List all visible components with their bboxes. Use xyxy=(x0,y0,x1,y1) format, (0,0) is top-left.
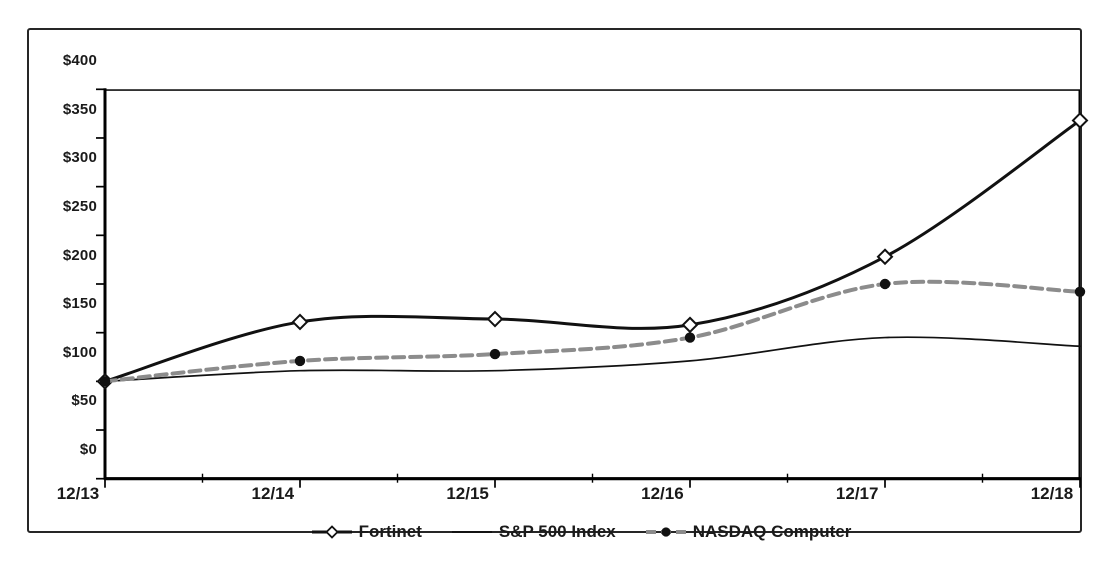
nasdaq-computer-marker xyxy=(294,355,306,367)
legend-item-fortinet: Fortinet xyxy=(311,522,422,542)
y-tick-label: $100 xyxy=(62,343,97,361)
y-tick-label: $50 xyxy=(71,392,97,410)
x-tick-label: 12/18 xyxy=(1030,484,1074,503)
nasdaq-computer-marker xyxy=(684,332,696,343)
y-tick-label: $300 xyxy=(62,149,97,167)
y-tick-label: $250 xyxy=(62,197,97,215)
s-p-500-index-line xyxy=(104,336,1081,383)
x-tick-label: 12/16 xyxy=(641,484,684,503)
legend-label-nasdaq: NASDAQ Computer xyxy=(692,522,852,541)
x-tick-label: 12/14 xyxy=(251,484,295,503)
nasdaq-line-marker-icon xyxy=(645,527,686,537)
fortinet-line-marker-icon xyxy=(311,525,352,539)
sp500-line-icon xyxy=(451,531,492,533)
nasdaq-computer-marker xyxy=(99,376,111,387)
x-tick-label: 12/13 xyxy=(56,484,100,503)
y-tick-label: $150 xyxy=(62,295,97,313)
x-tick-label: 12/15 xyxy=(446,484,489,503)
legend-label-fortinet: Fortinet xyxy=(358,522,422,541)
nasdaq-computer-line xyxy=(102,279,1083,384)
plot-area xyxy=(95,88,1089,488)
legend: Fortinet S&P 500 Index NASDAQ Computer xyxy=(56,518,1095,546)
fortinet-marker xyxy=(486,310,504,328)
nasdaq-computer-marker xyxy=(489,348,501,360)
y-tick-label: $350 xyxy=(62,100,97,118)
legend-item-sp500: S&P 500 Index xyxy=(451,522,616,542)
fortinet-line xyxy=(103,118,1082,383)
y-tick-label: $400 xyxy=(62,52,97,69)
fortinet-marker xyxy=(876,248,894,266)
fortinet-marker xyxy=(1071,112,1089,129)
x-tick-label: 12/17 xyxy=(835,484,879,503)
legend-item-nasdaq: NASDAQ Computer xyxy=(645,522,852,542)
legend-label-sp500: S&P 500 Index xyxy=(498,522,616,541)
fortinet-marker xyxy=(681,316,699,334)
y-tick-label: $0 xyxy=(79,441,97,458)
y-tick-label: $200 xyxy=(62,246,97,264)
nasdaq-computer-marker xyxy=(879,278,891,290)
nasdaq-computer-marker xyxy=(1074,286,1086,297)
fortinet-marker xyxy=(291,313,309,331)
plot-frame xyxy=(104,89,1080,479)
chart-border: $400 $350 $300 $250 $200 $150 $100 $50 $0 12/13 1… xyxy=(27,28,1089,541)
